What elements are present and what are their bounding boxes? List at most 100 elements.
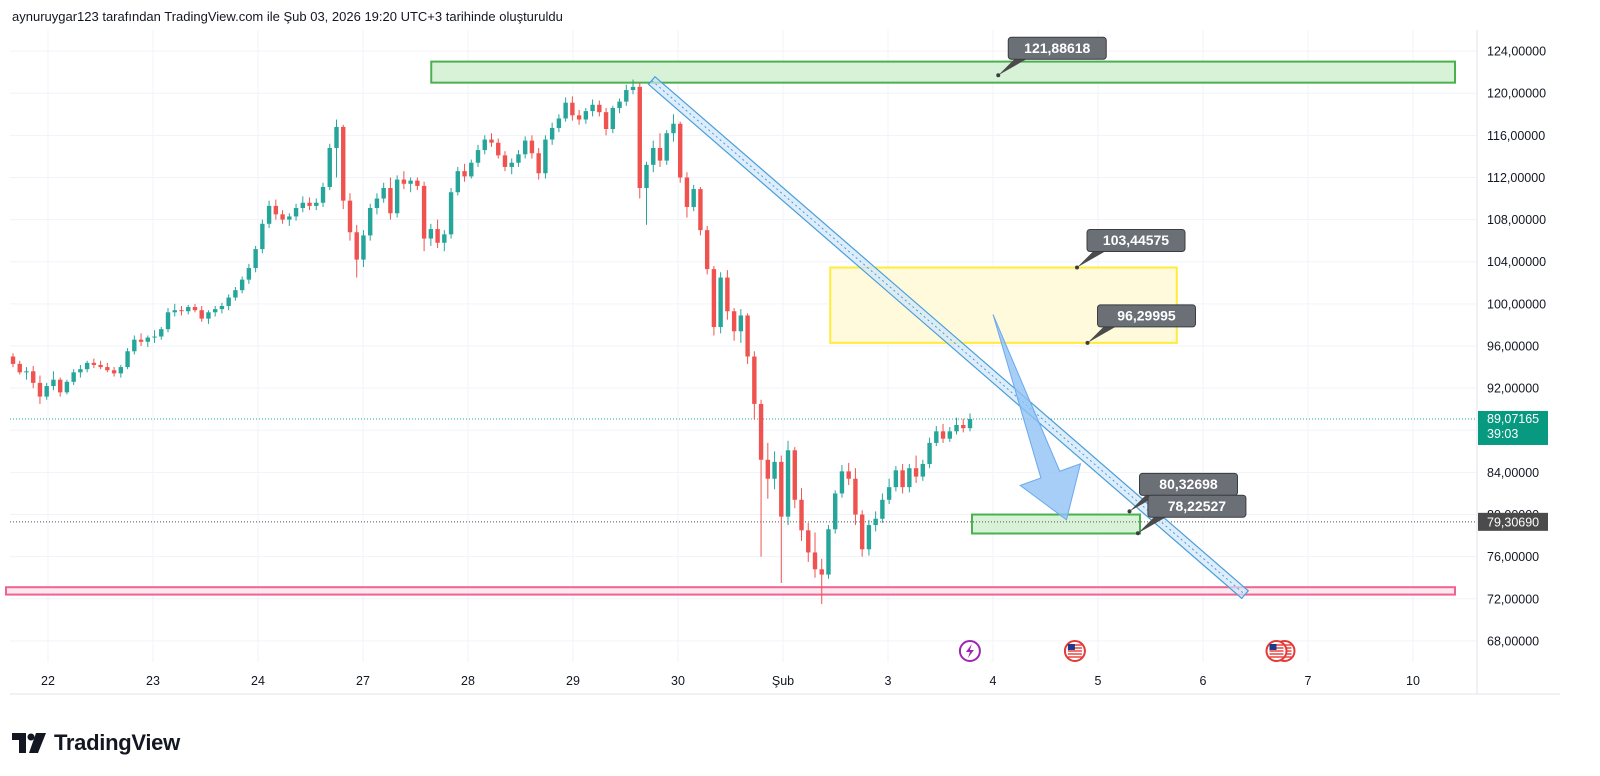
candle-body: [132, 339, 137, 352]
y-tick-label: 84,00000: [1487, 466, 1539, 480]
candle-body: [630, 86, 636, 91]
marker-price-value: 79,30690: [1487, 515, 1539, 529]
us-flag-event-icon[interactable]: [1063, 640, 1086, 662]
candle-body: [327, 147, 332, 187]
lightning-event-icon[interactable]: [958, 640, 981, 662]
candle-body: [610, 107, 616, 130]
candle-body: [758, 403, 764, 460]
candle-body: [239, 279, 245, 291]
candle-body: [752, 356, 757, 404]
candle-body: [64, 381, 70, 393]
candle-body: [475, 150, 481, 163]
candle-body: [859, 514, 865, 550]
candle-body: [678, 123, 683, 178]
y-tick-label: 72,00000: [1487, 592, 1539, 606]
price-callout: 80,32698: [1127, 472, 1238, 514]
callout-label: 80,32698: [1159, 476, 1218, 492]
candle-body: [913, 468, 919, 477]
x-tick-label: 24: [251, 674, 265, 688]
y-tick-label: 100,00000: [1487, 297, 1546, 311]
zone-target-zone: [971, 513, 1141, 535]
candle-body: [455, 171, 461, 193]
candle-body: [765, 459, 771, 479]
candle-body: [576, 115, 582, 120]
callout-anchor: [1127, 509, 1132, 514]
candle-body: [145, 337, 150, 342]
candle-body: [442, 234, 447, 243]
candle-body: [287, 216, 292, 220]
candle-body: [206, 312, 211, 319]
callout-label: 96,29995: [1117, 307, 1176, 323]
candle-body: [718, 277, 723, 328]
callout-label: 121,88618: [1024, 40, 1090, 56]
candlestick-chart[interactable]: 121,88618 103,44575 96,29995 80,32698 78,225…: [0, 0, 1600, 700]
candle-body: [300, 202, 305, 209]
callout-pointer: [1077, 251, 1105, 268]
tradingview-brand[interactable]: TradingView: [12, 730, 180, 756]
candle-body: [347, 200, 353, 233]
y-tick-label: 112,00000: [1487, 171, 1545, 185]
candle-body: [691, 189, 696, 207]
candle-body: [496, 142, 501, 156]
callout-anchor: [1135, 531, 1140, 536]
candle-body: [684, 177, 690, 207]
current-price-badge-bg: [1478, 410, 1548, 445]
candle-body: [354, 232, 359, 260]
candle-body: [428, 229, 434, 239]
x-tick-label: 10: [1406, 674, 1420, 688]
flag-icon-canton: [1269, 644, 1277, 650]
callout-anchor: [1085, 340, 1090, 345]
candle-body: [98, 364, 103, 368]
candle-body: [260, 223, 265, 250]
candle-body: [603, 112, 609, 130]
candle-body: [866, 525, 872, 550]
candle-body: [772, 461, 777, 479]
candle-body: [893, 470, 899, 488]
y-tick-label: 116,00000: [1487, 129, 1545, 143]
candle-body: [738, 315, 744, 332]
candle-body: [698, 189, 703, 231]
candle-body: [435, 229, 440, 243]
marker-price-badge: 79,30690: [1478, 512, 1548, 531]
candle-body: [233, 290, 238, 298]
candle-body: [266, 205, 272, 224]
x-tick-label: 5: [1095, 674, 1102, 688]
candle-body: [583, 111, 589, 120]
candle-body: [51, 379, 56, 387]
candle-body: [44, 386, 49, 397]
candle-body: [17, 363, 22, 373]
price-callout: 103,44575: [1075, 229, 1186, 270]
callout-pointer: [1087, 326, 1116, 343]
candle-body: [489, 139, 494, 143]
candle-body: [799, 499, 804, 531]
candle-body: [341, 126, 346, 201]
candle-body: [111, 370, 117, 374]
candle-body: [91, 362, 97, 365]
candle-body: [482, 139, 487, 151]
candle-body: [401, 179, 407, 184]
candle-body: [967, 418, 973, 429]
candle-body: [172, 310, 177, 313]
candle-body: [469, 162, 474, 177]
candle-body: [159, 329, 164, 337]
candle-body: [71, 372, 76, 382]
candle-body: [570, 102, 575, 116]
candle-body: [462, 171, 467, 177]
candle-body: [408, 180, 413, 184]
us-flag-double-event-icon[interactable]: [1265, 640, 1296, 662]
y-tick-label: 92,00000: [1487, 382, 1539, 396]
candle-body: [320, 186, 326, 203]
candle-body: [31, 371, 36, 383]
x-tick-label: 7: [1305, 674, 1312, 688]
zone-support-line: [5, 586, 1456, 596]
price-callout: 121,88618: [996, 36, 1107, 78]
chart-caption: aynuruygar123 tarafından TradingView.com…: [12, 9, 563, 24]
candle-body: [792, 450, 797, 500]
candle-body: [543, 139, 548, 174]
candle-body: [125, 351, 130, 368]
candle-body: [853, 478, 858, 515]
candle-body: [293, 208, 299, 217]
flag-icon-canton: [1067, 644, 1075, 650]
candle-body: [165, 312, 171, 330]
candle-body: [361, 235, 366, 260]
